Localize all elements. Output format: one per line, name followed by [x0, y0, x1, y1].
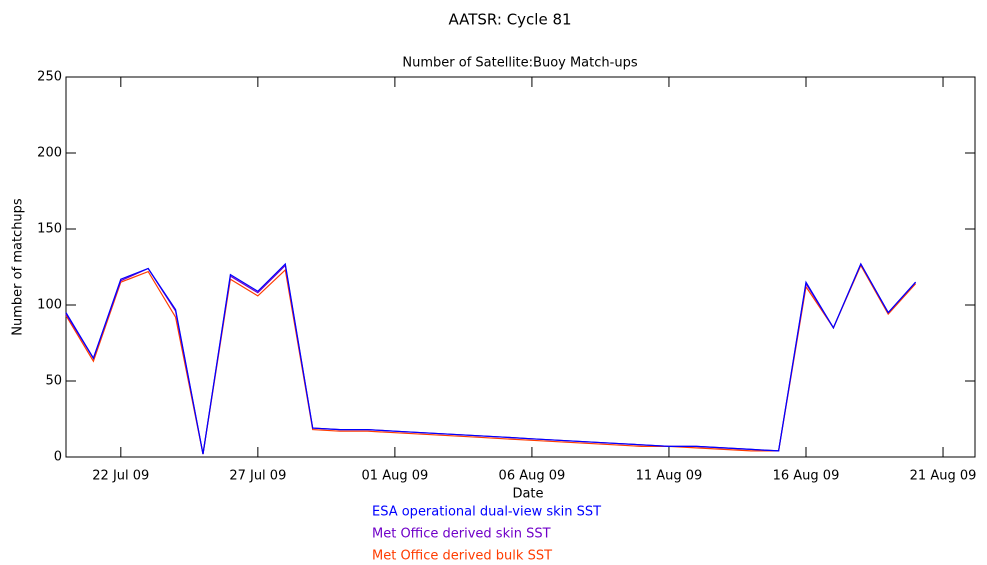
series-line [65, 264, 917, 455]
y-tick-label: 50 [45, 374, 62, 389]
x-tick-label: 01 Aug 09 [362, 469, 429, 484]
x-tick-label: 11 Aug 09 [636, 469, 703, 484]
y-tick-label: 150 [37, 222, 62, 237]
x-tick-label: 22 Jul 09 [92, 469, 149, 484]
series-line [65, 262, 917, 455]
plot-frame [65, 76, 976, 458]
x-tick-label: 21 Aug 09 [910, 469, 977, 484]
x-axis-label: Date [512, 487, 543, 502]
y-axis-label: Number of matchups [11, 198, 26, 336]
y-tick-label: 100 [37, 298, 62, 313]
chart-title: AATSR: Cycle 81 [448, 11, 571, 29]
x-tick-label: 16 Aug 09 [773, 469, 840, 484]
legend-entry: Met Office derived bulk SST [372, 549, 552, 564]
chart-subtitle: Number of Satellite:Buoy Match-ups [402, 56, 637, 71]
legend-entry: Met Office derived skin SST [372, 527, 551, 542]
series-line [65, 262, 917, 455]
y-tick-label: 250 [37, 70, 62, 85]
legend-entry: ESA operational dual-view skin SST [372, 505, 601, 520]
x-tick-label: 06 Aug 09 [499, 469, 566, 484]
y-tick-label: 200 [37, 146, 62, 161]
y-tick-label: 0 [54, 450, 62, 465]
x-tick-label: 27 Jul 09 [229, 469, 286, 484]
